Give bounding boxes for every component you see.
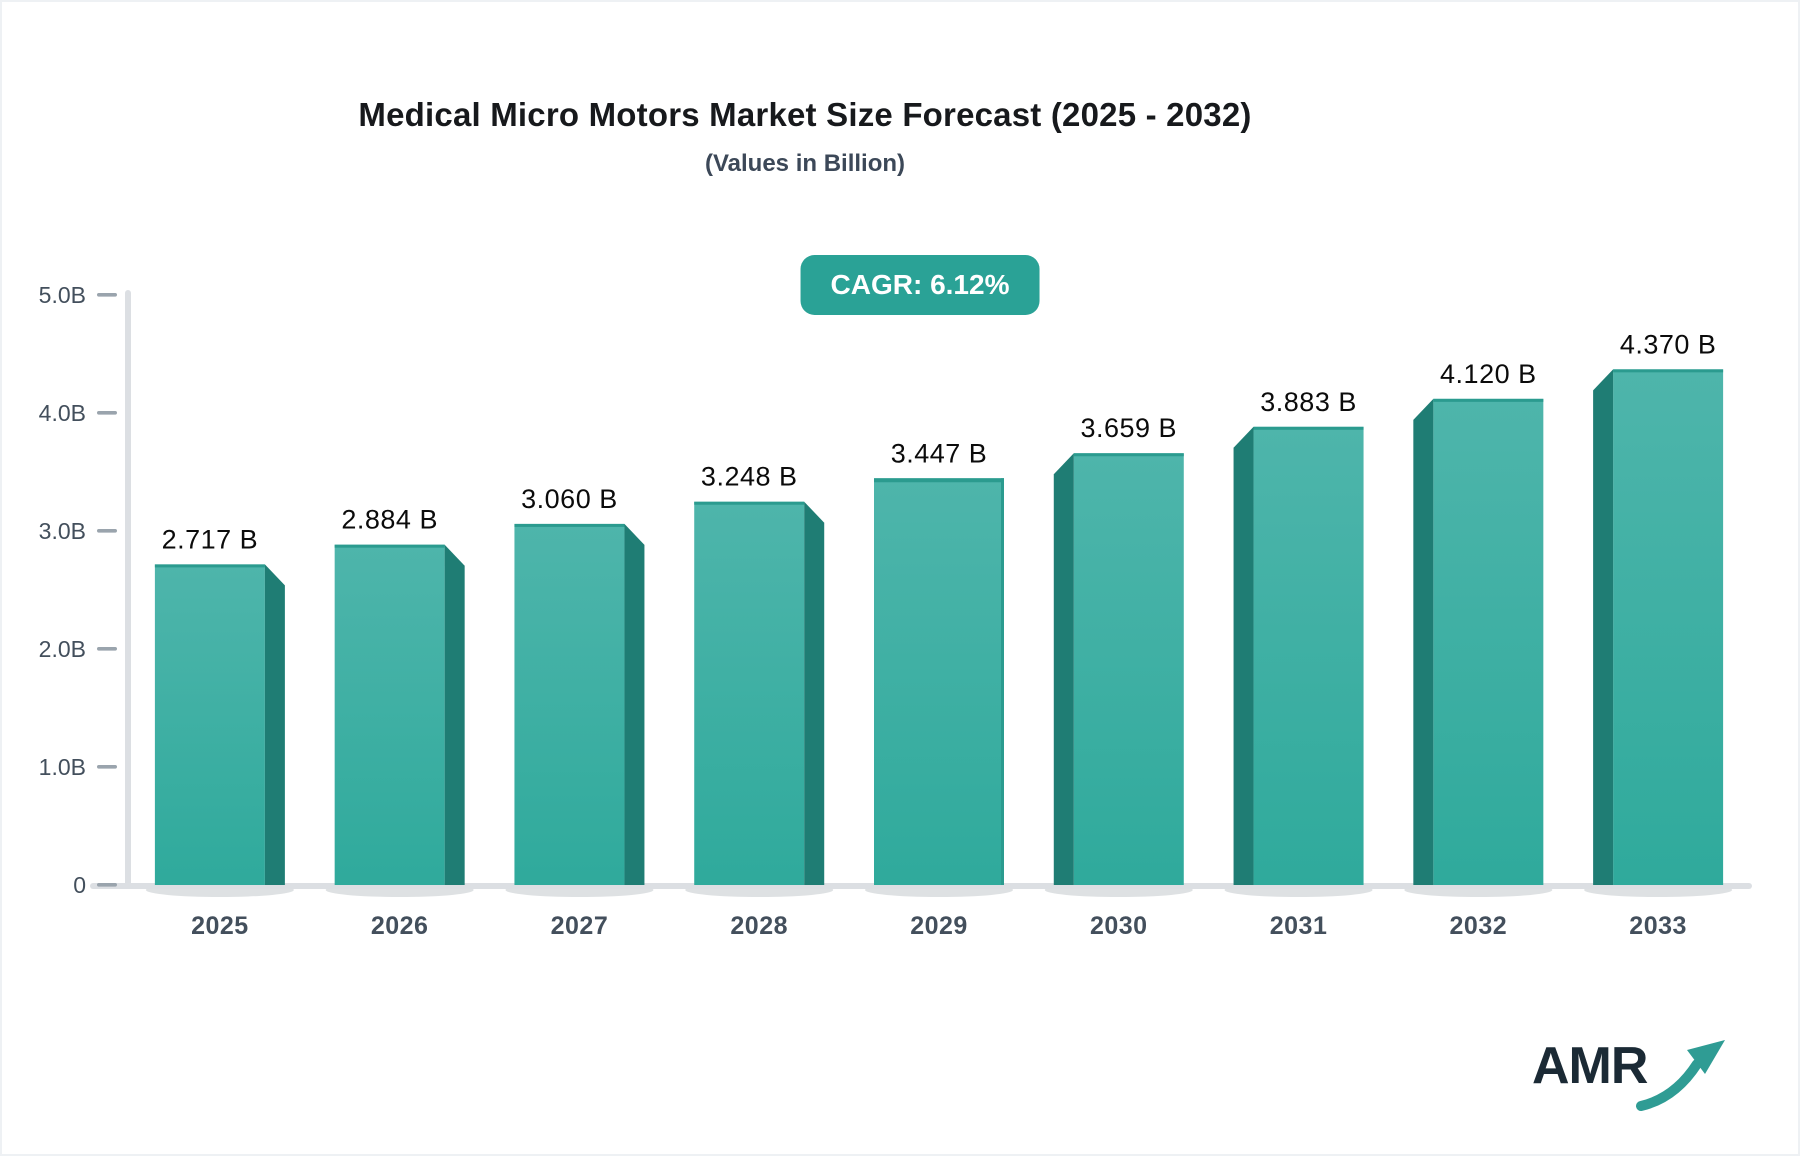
chart-title: Medical Micro Motors Market Size Forecas… — [358, 96, 1252, 133]
x-tick-label: 2028 — [730, 912, 788, 940]
bar-face — [514, 523, 625, 885]
bar-top-edge — [154, 564, 265, 568]
y-tick-label: 5.0B — [39, 282, 86, 308]
x-tick-label: 2029 — [910, 912, 968, 940]
cagr-badge: CAGR: 6.12% — [800, 255, 1040, 315]
bar-side — [264, 564, 285, 885]
bar-right-edge — [1001, 478, 1004, 885]
bar-face — [694, 501, 805, 885]
bar-value-label: 3.060 B — [521, 484, 618, 514]
bar — [154, 564, 285, 885]
bar-top-edge — [1253, 426, 1364, 430]
x-tick-label: 2026 — [371, 912, 429, 940]
bar-side — [1053, 453, 1074, 885]
y-tick-label: 2.0B — [39, 636, 86, 662]
x-tick-label: 2027 — [551, 912, 609, 940]
bar-top-edge — [1073, 453, 1184, 457]
bar-top-edge — [694, 501, 805, 505]
y-tick-label: 1.0B — [39, 754, 86, 780]
bar-value-label: 2.717 B — [162, 524, 259, 554]
x-tick-label: 2031 — [1270, 912, 1328, 940]
bar-value-label: 4.370 B — [1620, 329, 1717, 359]
bar-side — [1593, 369, 1614, 886]
x-tick-label: 2025 — [191, 912, 249, 940]
bar — [514, 523, 645, 885]
bar-value-label: 4.120 B — [1440, 359, 1537, 389]
y-tick-label: 4.0B — [39, 400, 86, 426]
y-tick-dash — [97, 765, 117, 769]
y-axis-line — [125, 290, 131, 889]
bar-value-label: 3.659 B — [1080, 413, 1177, 443]
bar — [874, 478, 1004, 885]
bar-value-label: 3.883 B — [1260, 387, 1357, 417]
bar-side — [1233, 426, 1254, 885]
bar-top-edge — [1433, 398, 1544, 402]
bar-face — [1433, 398, 1544, 885]
y-tick-label: 0 — [73, 872, 86, 898]
x-tick-label: 2033 — [1629, 912, 1687, 940]
x-tick-label: 2032 — [1450, 912, 1508, 940]
bar — [1593, 369, 1724, 886]
bar-top-edge — [874, 478, 1004, 483]
y-tick-dash — [97, 293, 117, 297]
amr-logo-text: AMR — [1532, 1037, 1648, 1095]
bar-face — [1073, 453, 1184, 885]
x-tick-label: 2030 — [1090, 912, 1148, 940]
bar — [334, 544, 465, 885]
chart-subtitle: (Values in Billion) — [704, 150, 906, 177]
bar-side — [804, 501, 825, 885]
bar-top-edge — [514, 523, 625, 527]
bar-face — [1613, 369, 1724, 886]
growth-arrow-icon — [1636, 1040, 1726, 1111]
y-tick-dash — [97, 411, 117, 415]
bar-value-label: 3.248 B — [701, 462, 798, 492]
bar-side — [624, 523, 645, 885]
bar-side — [1413, 398, 1434, 885]
bar — [694, 501, 825, 885]
bar-face — [874, 478, 1004, 885]
bar-value-label: 3.447 B — [891, 438, 988, 468]
y-tick-dash — [97, 883, 117, 887]
bar-face — [1253, 426, 1364, 885]
y-tick-label: 3.0B — [39, 518, 86, 544]
bar-face — [154, 564, 265, 885]
bar-value-label: 2.884 B — [341, 505, 438, 535]
bar-chart: 0 1.0B 2.0B 3.0B 4.0B 5.0B 2.717 B 2025 2.884 B 2… — [39, 282, 1752, 940]
bar-top-edge — [334, 544, 445, 548]
bar — [1233, 426, 1364, 885]
bar-top-edge — [1613, 369, 1724, 373]
y-tick-dash — [97, 647, 117, 651]
bar — [1053, 453, 1184, 885]
amr-logo: AMR — [1532, 1032, 1731, 1116]
y-tick-dash — [97, 529, 117, 533]
bar-face — [334, 544, 445, 885]
bar — [1413, 398, 1544, 885]
bar-side — [444, 544, 465, 885]
